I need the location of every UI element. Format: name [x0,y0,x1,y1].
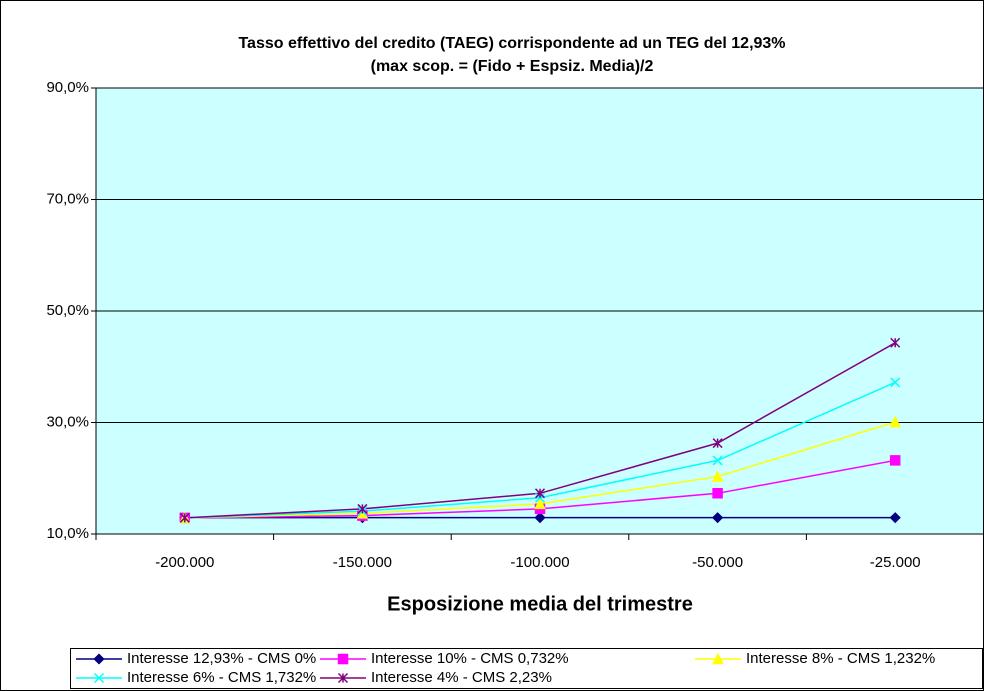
marker [712,512,724,524]
chart-subtitle: (max scop. = (Fido + Espsiz. Media)/2 [371,58,654,75]
marker [890,377,901,388]
x-tick-label: -100.000 [510,554,569,571]
marker [357,503,368,514]
x-tick-label: -150.000 [333,554,392,571]
marker [712,652,724,665]
legend-label: Interesse 10% - CMS 0,732% [371,650,569,667]
marker [889,512,901,524]
legend-label: Interesse 6% - CMS 1,732% [127,669,316,686]
legend-label: Interesse 8% - CMS 1,232% [746,650,935,667]
y-tick-label: 30,0% [46,413,89,430]
x-tick-label: -200.000 [155,554,214,571]
marker [534,488,546,499]
marker [93,672,105,684]
chart-title: Tasso effettivo del credito (TAEG) corri… [238,35,785,52]
marker [337,653,349,665]
y-tick-label: 10,0% [46,525,89,542]
legend-box [70,648,983,689]
x-axis-title: Esposizione media del trimestre [387,593,693,615]
marker [890,337,901,348]
marker [712,488,723,499]
legend-label: Interesse 4% - CMS 2,23% [371,669,552,686]
marker [179,512,190,523]
legend-label: Interesse 12,93% - CMS 0% [127,650,316,667]
marker [712,438,723,449]
marker [889,455,901,466]
marker [711,470,724,482]
x-tick-label: -50.000 [692,554,743,571]
y-tick-label: 70,0% [46,190,89,207]
x-tick-label: -25.000 [870,554,921,571]
y-tick-label: 50,0% [46,302,89,319]
y-tick-label: 90,0% [46,79,89,96]
marker [889,415,901,428]
marker [93,653,105,665]
marker [337,672,349,684]
marker [534,512,546,524]
marker [712,455,723,466]
marker [534,497,546,510]
